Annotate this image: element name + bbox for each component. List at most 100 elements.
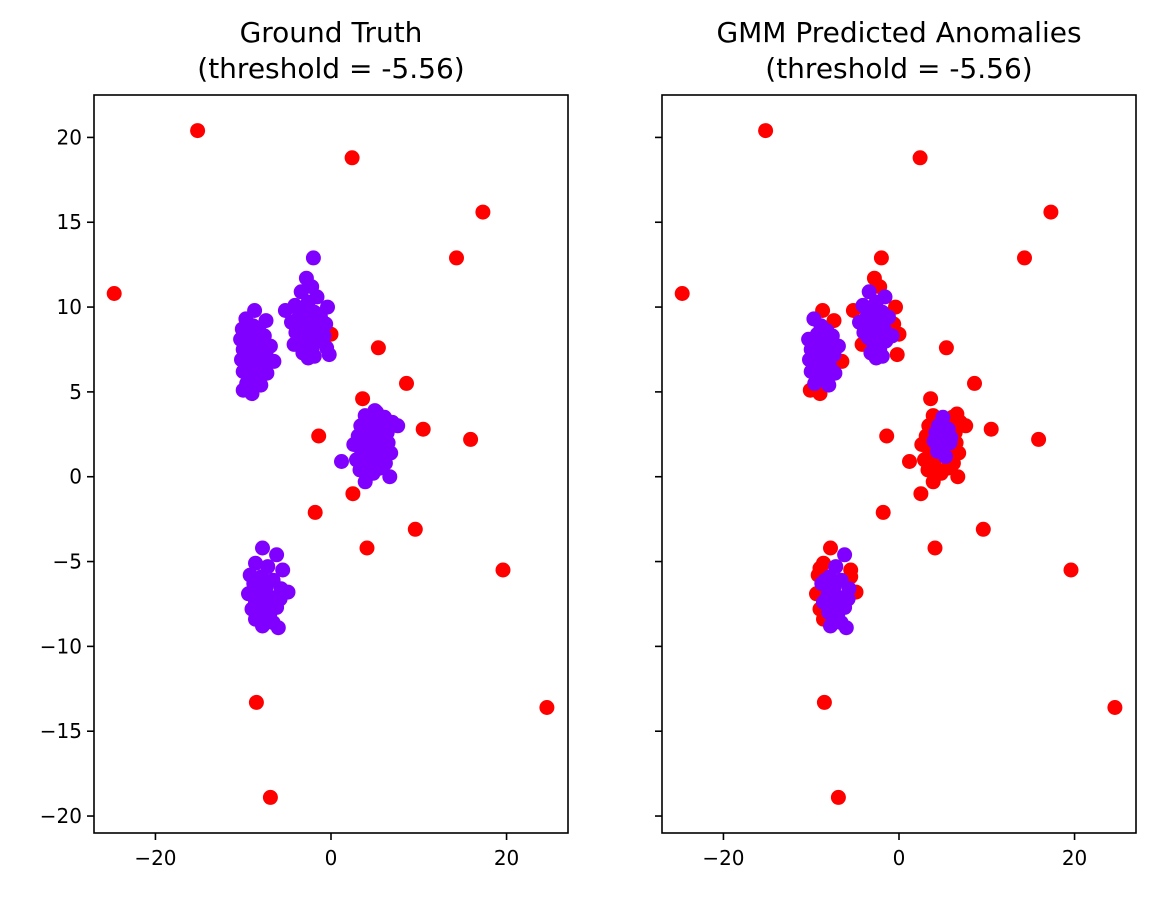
x-tick-label: 20 xyxy=(1062,846,1087,870)
axes-frame xyxy=(661,94,1137,834)
y-tick-label: 10 xyxy=(57,295,82,319)
data-point xyxy=(817,572,833,588)
data-point xyxy=(269,547,285,563)
data-point xyxy=(830,789,846,805)
data-point xyxy=(807,375,823,391)
data-point xyxy=(938,448,953,464)
data-point xyxy=(272,591,288,607)
data-point xyxy=(415,421,431,437)
panel-ground-truth: Ground Truth (threshold = -5.56) −20 0 20 −… xyxy=(40,16,569,870)
data-point xyxy=(190,123,206,139)
data-point xyxy=(248,555,263,571)
data-point xyxy=(390,418,406,434)
data-point xyxy=(463,431,479,447)
data-point xyxy=(106,286,122,301)
x-tick-label: 0 xyxy=(325,846,338,870)
y-tick-label: 0 xyxy=(69,465,82,489)
data-point xyxy=(1107,700,1123,715)
data-point xyxy=(260,613,276,629)
data-point xyxy=(363,454,379,469)
data-point xyxy=(321,347,337,363)
data-point xyxy=(873,250,889,266)
data-point xyxy=(449,250,464,266)
data-point xyxy=(539,700,555,715)
data-point xyxy=(1017,250,1032,266)
x-tick-label: −20 xyxy=(134,846,176,870)
data-point xyxy=(837,547,853,563)
scatter-points xyxy=(106,123,555,805)
y-tick-label: 5 xyxy=(69,380,82,404)
data-point xyxy=(950,469,966,485)
axes-frame xyxy=(93,94,569,834)
data-point xyxy=(359,540,375,556)
axis-ticks: −20 0 20 xyxy=(655,136,1087,870)
chart-subtitle: (threshold = -5.56) xyxy=(765,52,1032,85)
data-point xyxy=(674,286,690,301)
data-point xyxy=(1043,204,1059,220)
data-point xyxy=(889,347,905,363)
y-tick-label: 15 xyxy=(57,210,82,234)
data-point xyxy=(967,375,982,391)
data-point xyxy=(975,521,991,537)
y-tick-label: −5 xyxy=(53,550,82,574)
data-point xyxy=(912,150,928,166)
chart-subtitle: (threshold = -5.56) xyxy=(197,52,464,85)
y-tick-label: −20 xyxy=(40,804,82,828)
data-point xyxy=(983,421,999,437)
data-point xyxy=(913,486,929,502)
data-point xyxy=(958,418,974,434)
chart-title: GMM Predicted Anomalies xyxy=(716,16,1081,49)
data-point xyxy=(816,694,832,710)
data-point xyxy=(344,150,360,166)
data-point xyxy=(262,789,278,805)
data-point xyxy=(879,428,895,444)
data-point xyxy=(311,428,327,444)
data-point xyxy=(407,521,423,537)
x-tick-label: 20 xyxy=(494,846,519,870)
data-point xyxy=(277,303,293,318)
data-point xyxy=(334,454,349,469)
data-point xyxy=(355,391,371,407)
data-point xyxy=(370,340,386,356)
data-point xyxy=(495,562,511,578)
data-point xyxy=(943,430,959,446)
data-point xyxy=(1063,562,1079,578)
data-point xyxy=(821,377,837,393)
data-point xyxy=(249,572,265,588)
data-point xyxy=(828,613,844,629)
x-tick-label: −20 xyxy=(702,846,744,870)
y-tick-label: −15 xyxy=(40,719,82,743)
data-point xyxy=(923,391,939,407)
data-point xyxy=(255,540,270,556)
data-point xyxy=(307,504,323,520)
data-point xyxy=(352,462,368,478)
data-point xyxy=(758,123,774,139)
data-point xyxy=(305,250,321,266)
data-point xyxy=(248,694,264,710)
data-point xyxy=(933,420,949,435)
panel-gmm-predicted: GMM Predicted Anomalies (threshold = -5.… xyxy=(655,16,1137,870)
data-point xyxy=(812,560,828,576)
data-point xyxy=(823,540,838,556)
data-point xyxy=(902,454,917,469)
x-tick-label: 0 xyxy=(893,846,906,870)
data-point xyxy=(266,353,282,369)
data-point xyxy=(399,375,414,391)
data-point xyxy=(868,350,884,366)
y-tick-label: −10 xyxy=(40,634,82,658)
data-point xyxy=(1031,431,1047,447)
data-point xyxy=(275,562,291,578)
data-point xyxy=(369,404,385,420)
data-point xyxy=(927,540,943,556)
data-point xyxy=(949,406,965,422)
data-point xyxy=(925,474,941,490)
data-point xyxy=(300,350,316,366)
data-point xyxy=(357,474,373,490)
chart-title: Ground Truth xyxy=(240,16,423,49)
data-point xyxy=(840,591,856,607)
axis-ticks: −20 0 20 −20 −15 −10 −5 0 5 10 15 20 xyxy=(40,125,520,870)
data-point xyxy=(382,469,398,485)
data-point xyxy=(920,462,936,478)
